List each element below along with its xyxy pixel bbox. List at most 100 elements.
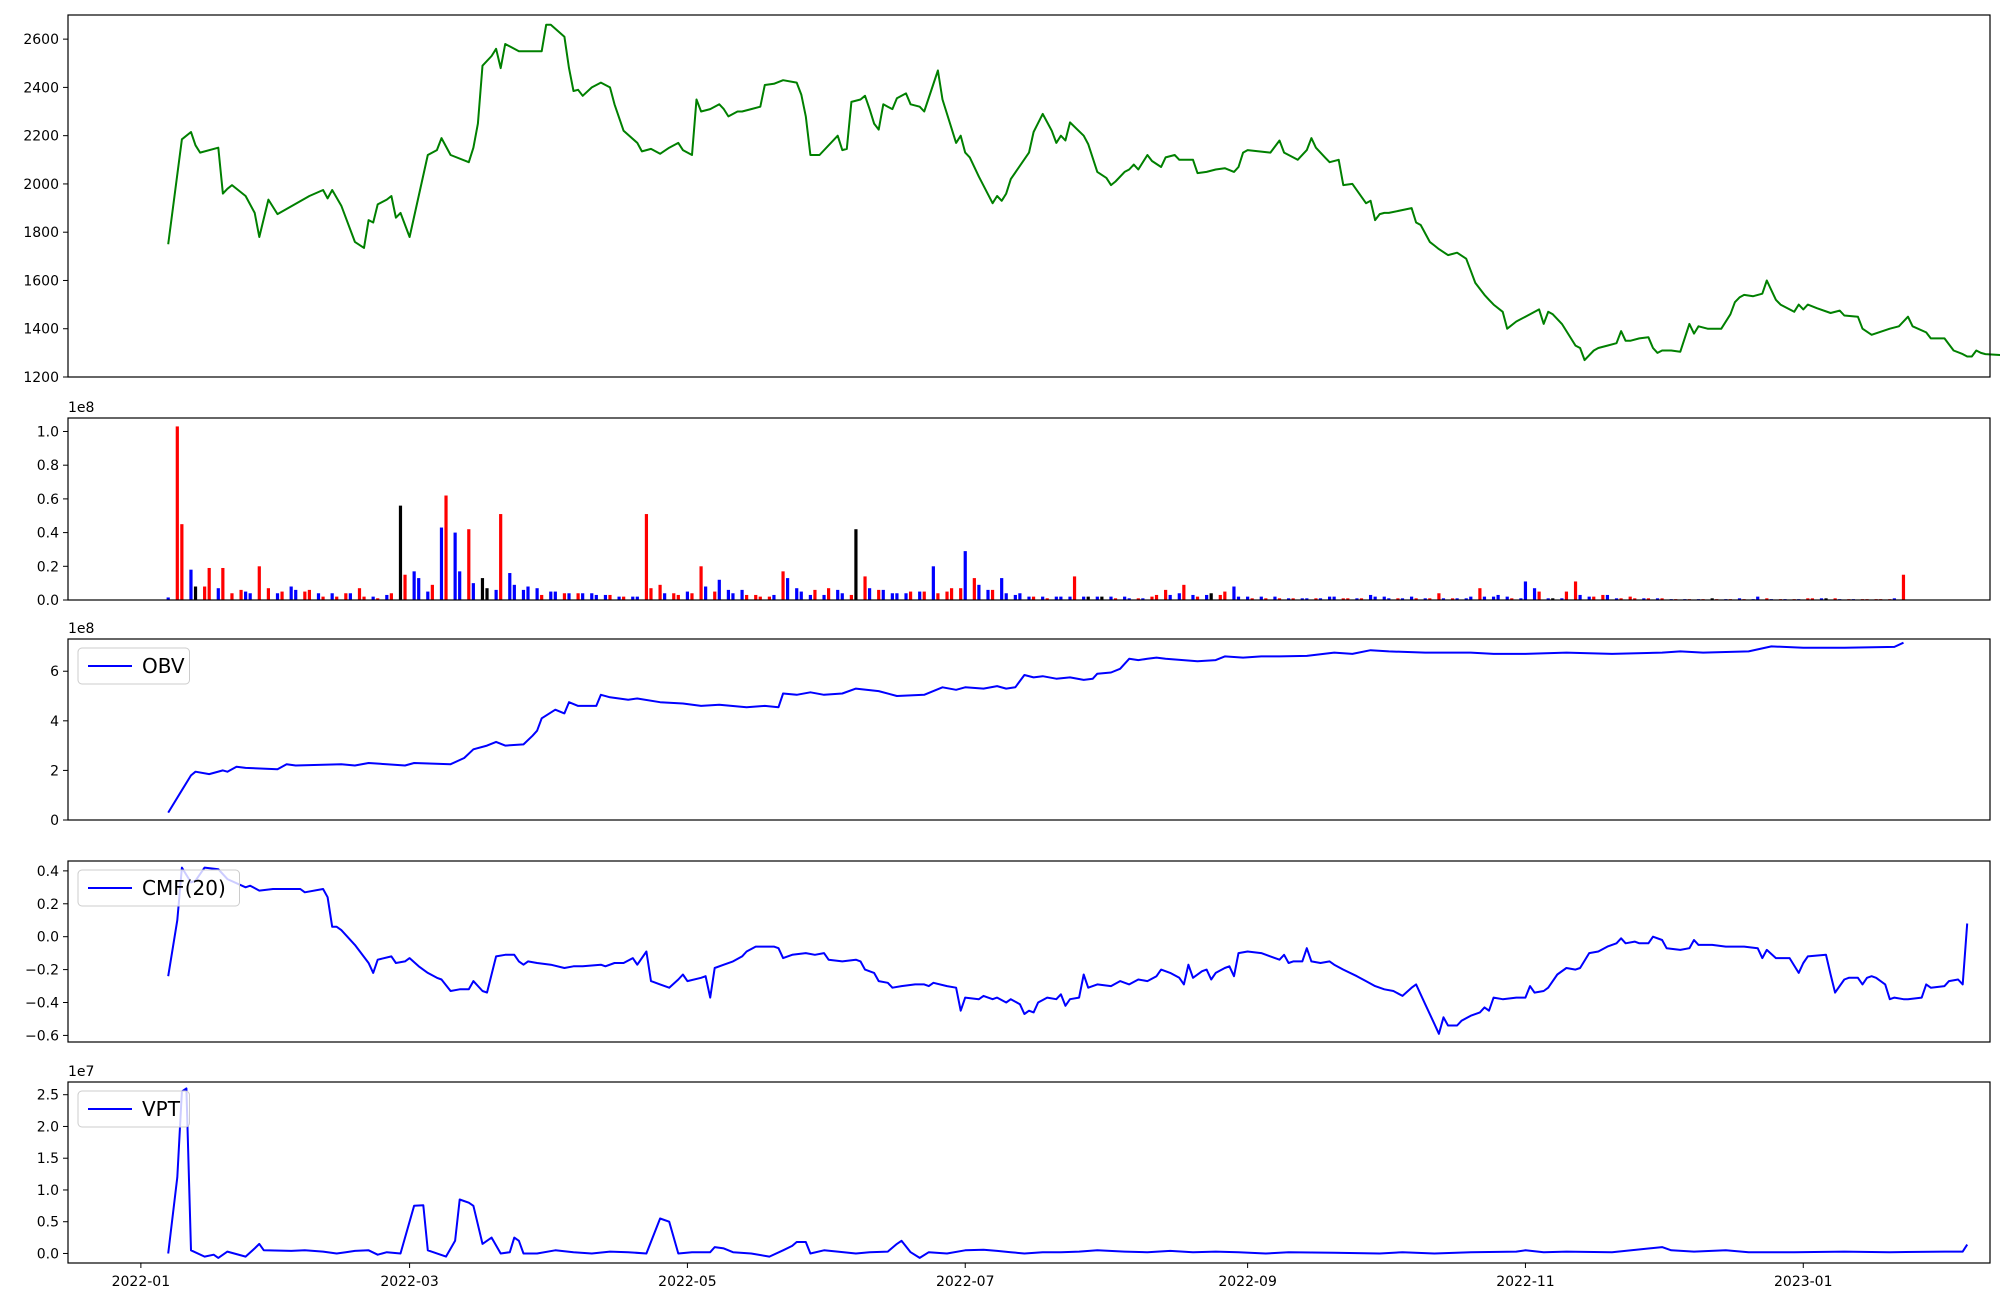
volume-bar bbox=[1756, 596, 1760, 600]
volume-bar bbox=[931, 566, 935, 600]
vpt-y-tick-label: 1.0 bbox=[37, 1183, 59, 1199]
vpt-legend-label: VPT bbox=[142, 1097, 181, 1121]
volume-bar bbox=[1469, 596, 1473, 600]
volume-bar bbox=[754, 594, 758, 600]
volume-bar bbox=[239, 589, 243, 600]
volume-bar bbox=[1355, 598, 1359, 600]
volume-bar bbox=[480, 578, 485, 600]
volume-bar bbox=[1054, 596, 1058, 600]
volume-bar bbox=[485, 588, 489, 600]
volume-bar bbox=[799, 591, 803, 600]
volume-bar bbox=[1806, 598, 1810, 600]
volume-bar bbox=[562, 593, 567, 600]
volume-bar bbox=[1423, 598, 1427, 600]
volume-bar bbox=[772, 594, 776, 600]
volume-bar bbox=[499, 514, 503, 600]
volume-bar bbox=[1564, 591, 1569, 600]
volume-bar bbox=[1619, 598, 1623, 600]
volume-bar bbox=[603, 594, 608, 600]
volume-bar bbox=[362, 596, 366, 600]
volume-bar bbox=[740, 589, 744, 600]
volume-bar bbox=[458, 571, 462, 600]
volume-bar bbox=[1177, 593, 1181, 600]
volume-bar bbox=[1232, 586, 1236, 600]
volume-bar bbox=[1182, 584, 1186, 600]
volume-bar bbox=[1464, 598, 1468, 600]
volume-bar bbox=[1332, 596, 1336, 600]
volume-bar bbox=[963, 551, 967, 600]
volume-bar bbox=[1191, 594, 1195, 600]
volume-y-ticks: 0.0 0.2 0.4 0.6 0.8 1.0 bbox=[37, 424, 68, 609]
volume-bar bbox=[1573, 581, 1578, 600]
volume-bar bbox=[690, 593, 694, 600]
vpt-y-tick-label: 2.0 bbox=[37, 1119, 59, 1135]
volume-bar bbox=[631, 596, 635, 600]
volume-bar bbox=[726, 589, 731, 600]
volume-bar bbox=[1205, 594, 1209, 600]
volume-bar bbox=[1437, 593, 1441, 600]
obv-legend-box bbox=[77, 647, 190, 685]
volume-bar bbox=[1305, 598, 1309, 600]
volume-bar bbox=[635, 596, 639, 600]
volume-bar bbox=[1901, 574, 1906, 600]
volume-bar bbox=[813, 589, 817, 600]
volume-bar bbox=[1455, 598, 1459, 600]
volume-bar bbox=[203, 586, 207, 600]
vpt-x-tick-label: 2023-01 bbox=[1774, 1274, 1833, 1290]
volume-bar bbox=[1346, 598, 1350, 600]
price-marks bbox=[167, 23, 2000, 362]
volume-bar bbox=[1491, 596, 1496, 600]
volume-bar bbox=[389, 593, 393, 600]
volume-bar bbox=[918, 591, 922, 600]
volume-y-tick-label: 0.8 bbox=[37, 458, 59, 474]
cmf-y-tick-label: 0.0 bbox=[37, 930, 59, 946]
volume-bar bbox=[216, 588, 220, 600]
volume-bar bbox=[863, 576, 867, 600]
cmf-legend: CMF(20) bbox=[77, 869, 240, 907]
volume-bar bbox=[590, 593, 594, 600]
volume-bar bbox=[881, 589, 885, 600]
volume-bar bbox=[1587, 596, 1591, 600]
volume-bar bbox=[1819, 598, 1824, 600]
volume-bar bbox=[385, 594, 389, 600]
volume-bar bbox=[330, 593, 334, 600]
volume-bar bbox=[1409, 596, 1414, 600]
volume-bar bbox=[1045, 598, 1049, 600]
volume-bar bbox=[230, 593, 234, 600]
vpt-x-tick-label: 2022-01 bbox=[112, 1274, 171, 1290]
volume-bar bbox=[1141, 598, 1145, 600]
volume-bar bbox=[904, 593, 908, 600]
price-y-tick-label: 1800 bbox=[23, 225, 59, 241]
volume-bar bbox=[1601, 594, 1605, 600]
volume-bar bbox=[936, 593, 940, 600]
volume-y-tick-label: 0.0 bbox=[37, 593, 59, 609]
volume-bar bbox=[1072, 576, 1077, 600]
obv-legend-label: OBV bbox=[142, 654, 185, 678]
volume-bar bbox=[1710, 598, 1714, 600]
volume-bar bbox=[840, 593, 844, 600]
volume-bar bbox=[1236, 596, 1241, 600]
volume-bar bbox=[316, 593, 321, 600]
volume-bar bbox=[1086, 596, 1090, 600]
volume-bar bbox=[1560, 598, 1564, 600]
volume-bar bbox=[471, 583, 475, 600]
volume-bar bbox=[244, 591, 248, 600]
cmf-y-ticks: −0.6 −0.4 −0.2 0.0 0.2 0.4 bbox=[25, 864, 68, 1044]
volume-bar bbox=[1892, 598, 1896, 600]
volume-bar bbox=[1478, 588, 1482, 600]
volume-bar bbox=[1327, 596, 1332, 600]
volume-bar bbox=[1082, 596, 1086, 600]
vpt-y-tick-label: 0.0 bbox=[37, 1246, 59, 1262]
volume-bar bbox=[280, 591, 284, 600]
volume-bar bbox=[758, 596, 762, 600]
volume-bar bbox=[1519, 598, 1523, 600]
price-y-tick-label: 1400 bbox=[23, 322, 59, 338]
volume-bar bbox=[581, 593, 585, 600]
volume-bar bbox=[717, 579, 721, 600]
volume-y-tick-label: 1.0 bbox=[37, 424, 59, 440]
volume-bar bbox=[1496, 594, 1500, 600]
vpt-x-tick-label: 2022-09 bbox=[1218, 1274, 1277, 1290]
volume-bar bbox=[1592, 596, 1596, 600]
volume-bar bbox=[1428, 598, 1432, 600]
